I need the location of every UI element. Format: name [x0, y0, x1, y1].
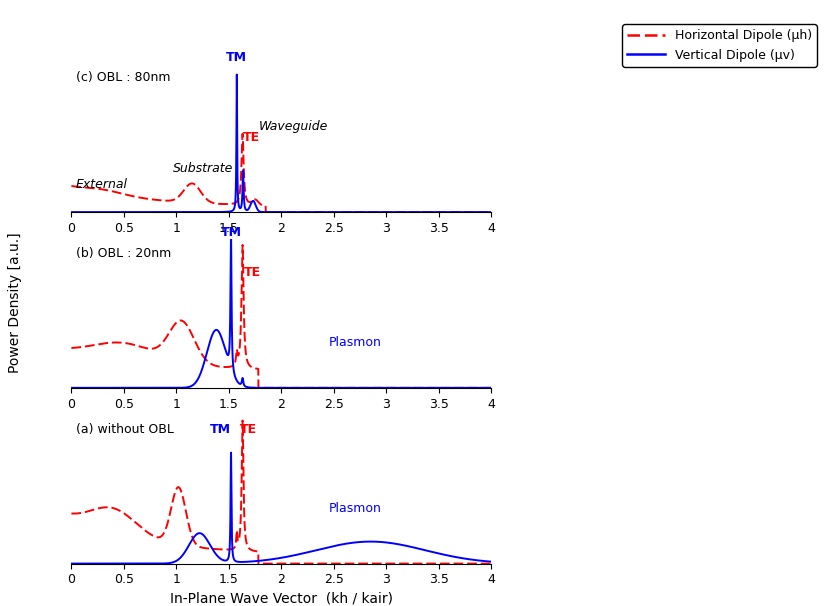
Text: TE: TE [243, 132, 260, 144]
Text: TM: TM [226, 51, 247, 64]
Text: (a) without OBL: (a) without OBL [76, 423, 174, 436]
Text: (c) OBL : 80nm: (c) OBL : 80nm [76, 72, 171, 84]
Text: (b) OBL : 20nm: (b) OBL : 20nm [76, 247, 171, 260]
Text: TM: TM [220, 227, 242, 239]
Text: Waveguide: Waveguide [259, 121, 328, 133]
Text: External: External [76, 178, 128, 191]
X-axis label: In-Plane Wave Vector  (kh / kair): In-Plane Wave Vector (kh / kair) [170, 592, 393, 606]
Text: Plasmon: Plasmon [328, 502, 381, 514]
Text: TE: TE [244, 265, 260, 279]
Text: Substrate: Substrate [173, 162, 234, 175]
Text: TE: TE [239, 424, 256, 436]
Text: TM: TM [210, 424, 231, 436]
Text: Plasmon: Plasmon [328, 336, 381, 349]
Text: Power Density [a.u.]: Power Density [a.u.] [8, 233, 23, 373]
Legend: Horizontal Dipole (μh), Vertical Dipole (μv): Horizontal Dipole (μh), Vertical Dipole … [622, 24, 817, 67]
